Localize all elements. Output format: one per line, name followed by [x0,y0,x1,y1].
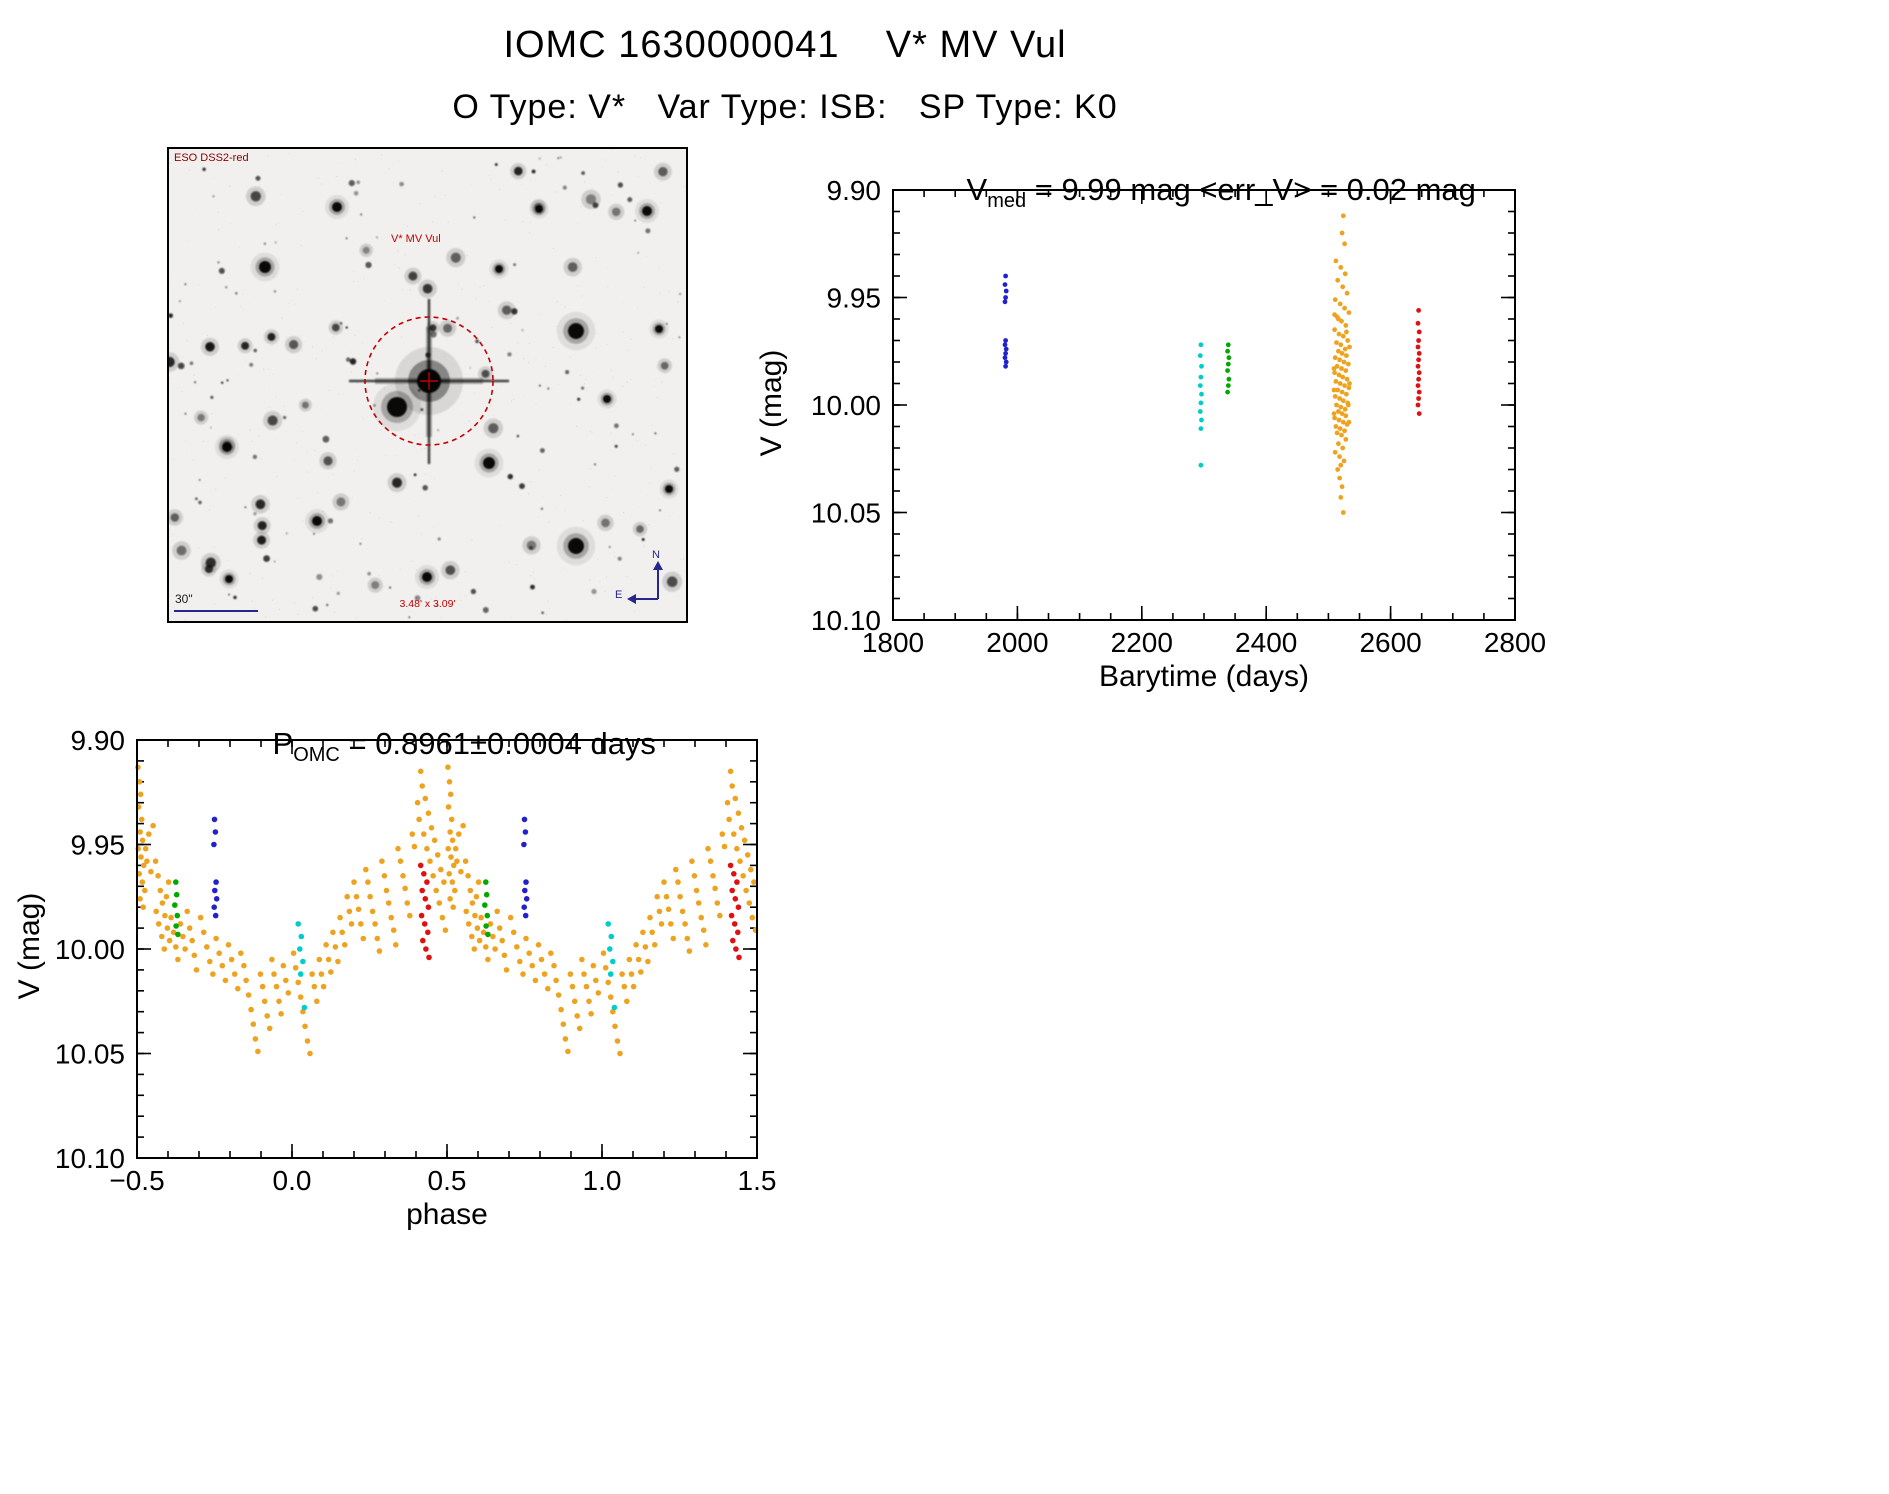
series-epoch-red [417,862,742,961]
y-tick-label: 10.05 [55,1039,125,1070]
barytime-xaxis-label: Barytime (days) [1098,660,1310,693]
target-marker [364,316,494,446]
series-epoch-red [1415,308,1422,416]
north-arrow-icon [653,561,663,570]
finding-chart: ESO DSS2-red V* MV Vul 30" 3.48' x 3.09'… [159,147,688,623]
title-main: P [272,726,294,761]
series-epoch-blue [1002,273,1009,369]
y-tick-label: 10.05 [811,498,881,529]
series-epoch-cyan [295,921,618,1011]
y-tick-label: 10.00 [811,390,881,421]
y-tick-label: 9.90 [827,175,882,206]
starfield-image [159,148,686,621]
page-title: IOMC 1630000041 V* MV Vul [503,24,1067,66]
x-tick-label: 1.5 [738,1165,777,1196]
title-sub: med [987,190,1027,213]
north-arrow-line [657,569,659,599]
background-stars [159,156,683,619]
x-tick-label: 0.5 [428,1165,467,1196]
survey-label: ESO DSS2-red [174,152,249,164]
x-tick-label: −0.5 [109,1165,164,1196]
y-tick-label: 10.10 [811,605,881,636]
x-tick-label: 2400 [1235,627,1297,658]
compass-north-label: N [652,549,660,561]
x-tick-label: 2000 [986,627,1048,658]
x-tick-label: 0.0 [273,1165,312,1196]
page-subtitle: O Type: V* Var Type: ISB: SP Type: K0 [452,88,1118,126]
series-epoch-green [172,879,491,938]
y-tick-label: 10.00 [55,934,125,965]
y-tick-label: 9.95 [71,830,126,861]
series-epoch-orange [1331,213,1352,515]
target-label: V* MV Vul [391,233,441,245]
east-arrow-line [635,598,658,600]
series-epoch-orange [135,764,759,1057]
y-tick-label: 10.10 [55,1143,125,1174]
x-tick-label: 1.0 [583,1165,622,1196]
series-epoch-cyan [1197,342,1204,468]
y-tick-label: 9.90 [71,725,126,756]
x-tick-label: 2600 [1359,627,1421,658]
scale-bar-label: 30" [175,592,193,606]
scale-bar-line [174,610,258,612]
series-epoch-blue [211,816,530,919]
compass-rose: N E [615,549,674,611]
x-tick-label: 2800 [1484,627,1546,658]
chart-1: −0.5 0.0 0.5 1.0 1.5 9.90 9.95 10.00 10.05 10.10 [55,725,777,1196]
series-epoch-green [1225,342,1232,395]
image-size-label: 3.48' x 3.09' [399,598,456,610]
east-arrow-icon [627,594,636,604]
x-tick-label: 1800 [862,627,924,658]
title-sub: OMC [293,744,340,767]
chart-0: 1800 2000 2200 2400 2600 2800 9.90 9.95 10.00 10.… [811,175,1546,658]
y-tick-label: 9.95 [827,283,882,314]
compass-east-label: E [615,589,623,601]
phase-xaxis-label: phase [406,1198,488,1231]
x-tick-label: 2200 [1111,627,1173,658]
